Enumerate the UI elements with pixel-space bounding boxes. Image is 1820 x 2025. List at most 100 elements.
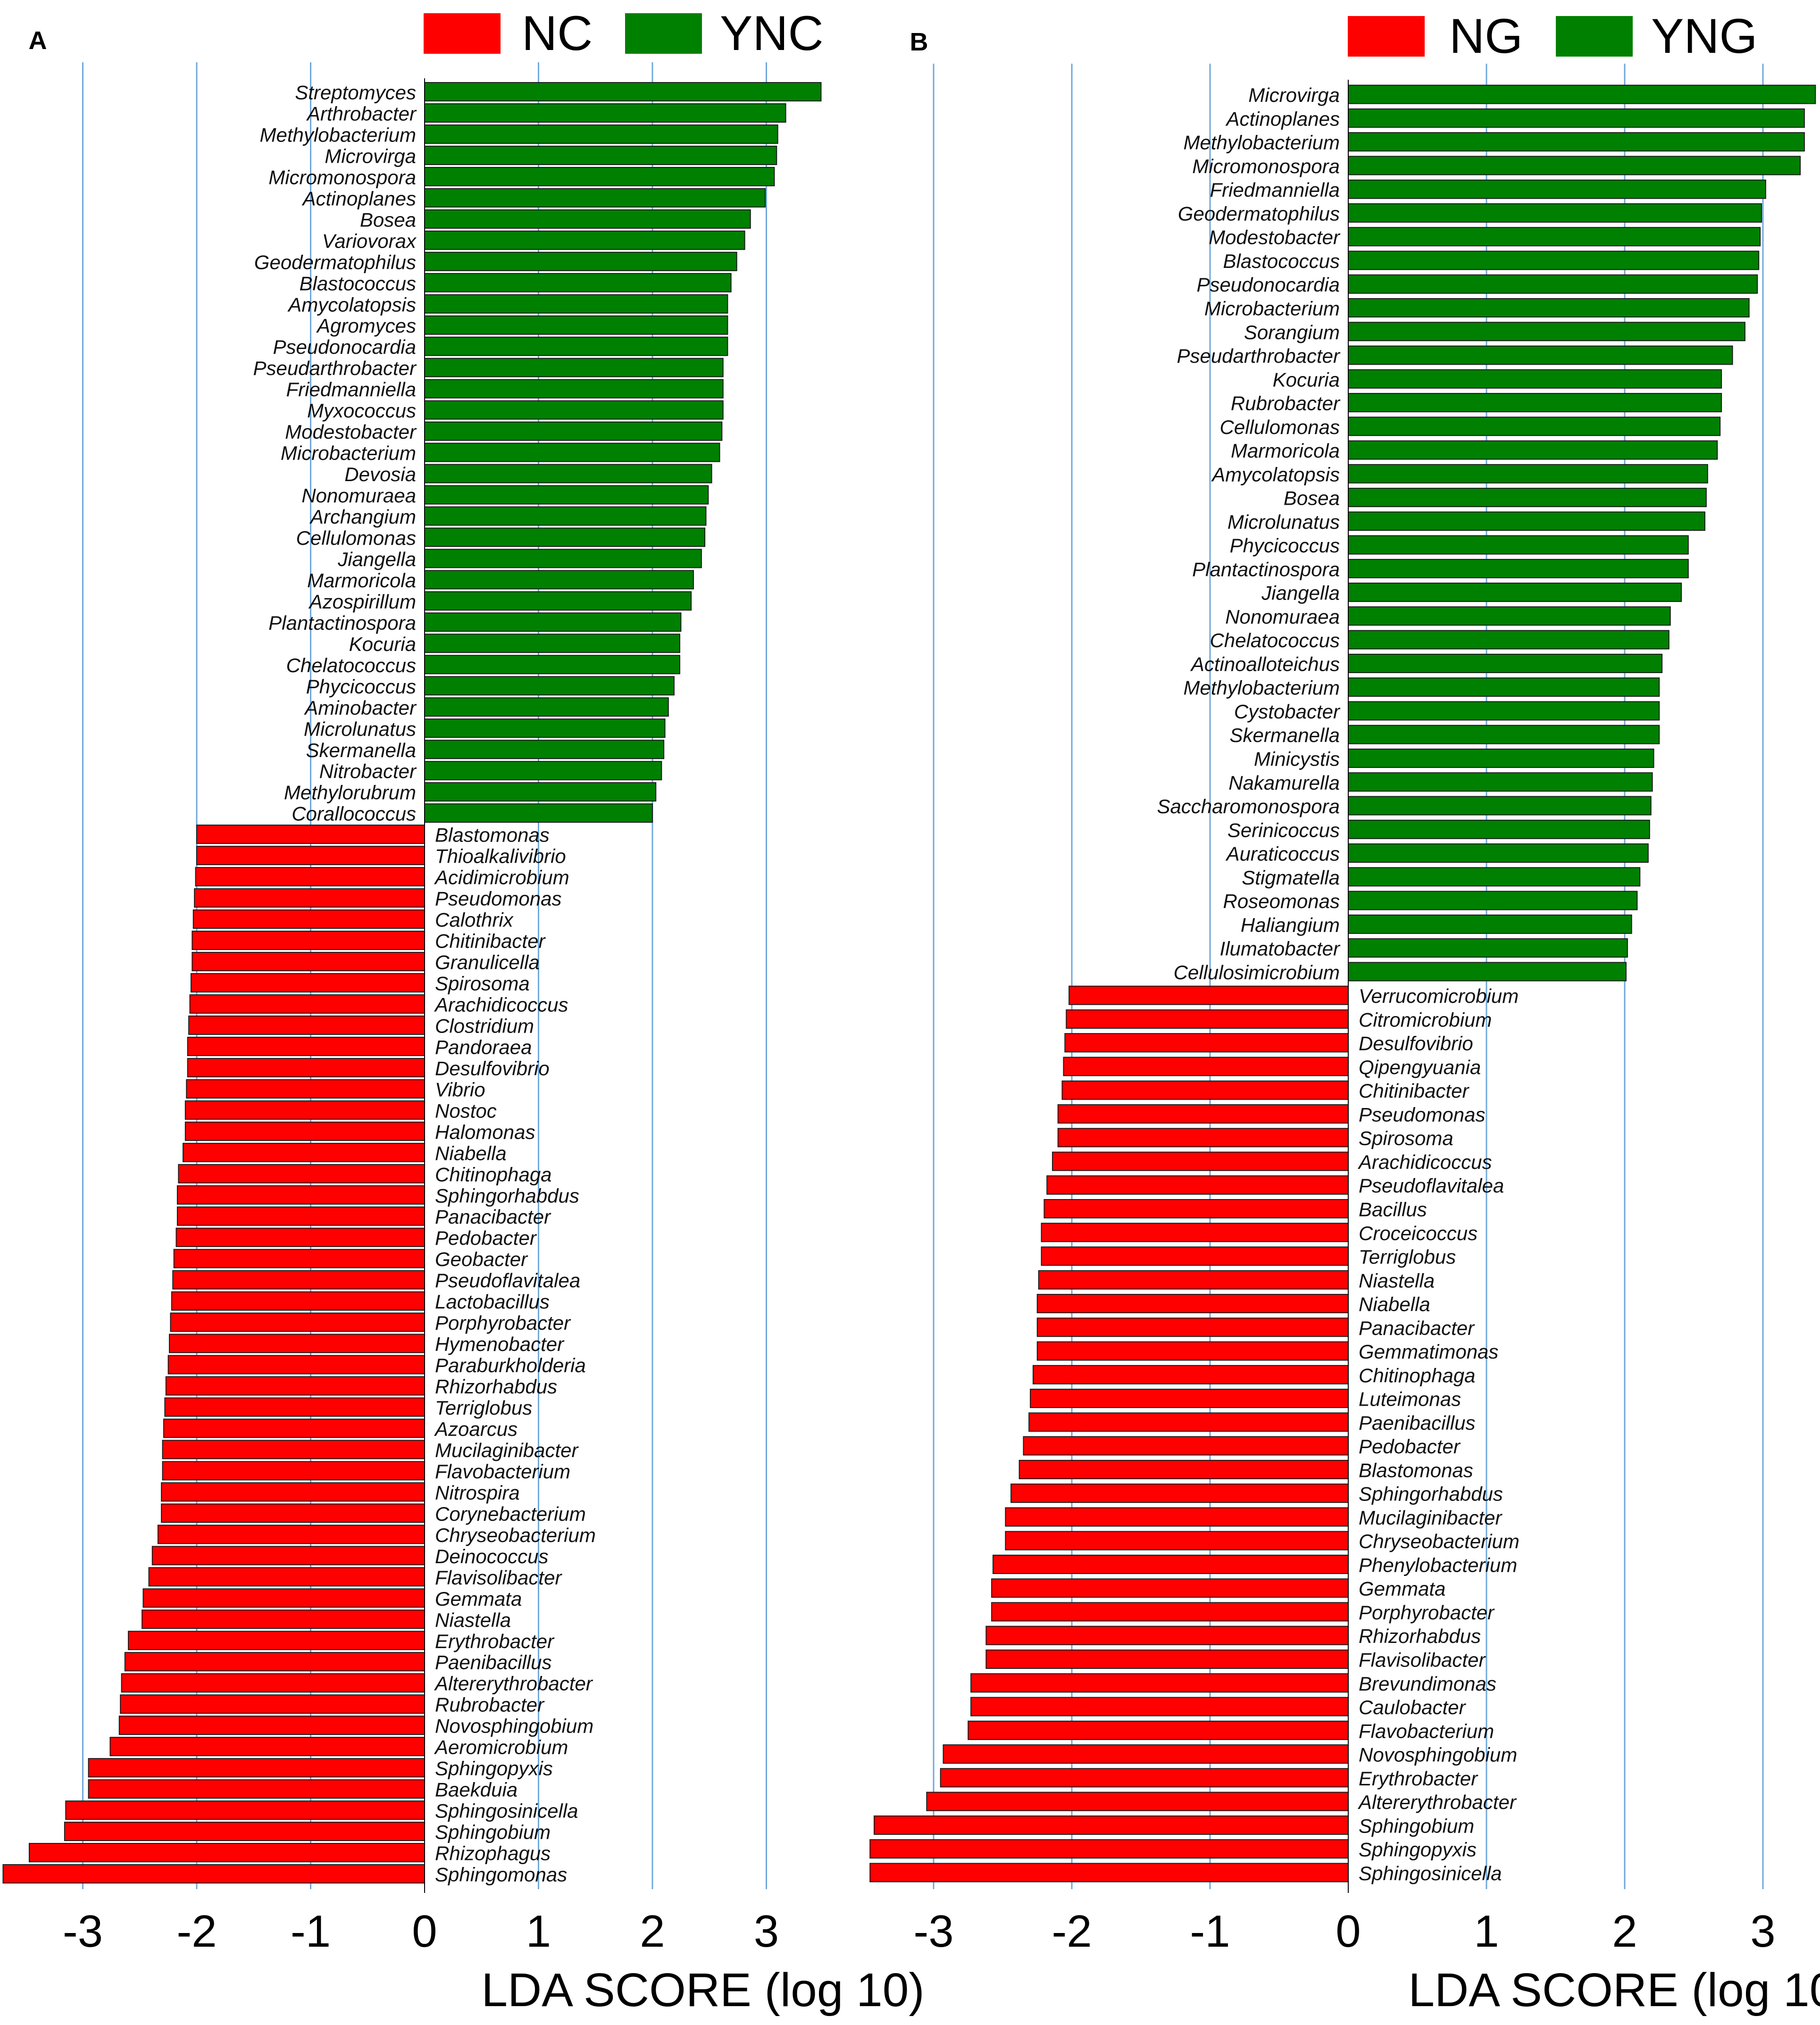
bar-NC-Pseudomonas [194, 888, 425, 908]
bar-label: Microlunatus [1227, 511, 1340, 533]
bar-label: Serinicoccus [1227, 819, 1340, 841]
bar-YNG-Sorangium [1348, 322, 1745, 342]
bar-label: Jiangella [1261, 582, 1340, 604]
bar-YNG-Ilumatobacter [1348, 938, 1628, 958]
legend-swatch-NG [1348, 16, 1425, 57]
bar-NC-Terriglobus [164, 1397, 425, 1417]
bar-label: Microbacterium [281, 442, 416, 464]
bar-NG-Phenylobacterium [992, 1554, 1349, 1574]
bar-NG-Brevundimonas [970, 1673, 1349, 1693]
bar-label: Flavobacterium [1359, 1720, 1494, 1742]
bar-label: Methylorubrum [284, 782, 416, 804]
bar-label: Kocuria [349, 633, 416, 655]
bar-label: Altererythrobacter [1357, 1791, 1517, 1813]
bar-YNG-Microlunatus [1348, 511, 1705, 531]
bar-YNC-Skermanella [424, 740, 665, 759]
bar-NC-Niastella [142, 1609, 425, 1629]
bar-label: Baekduia [435, 1779, 518, 1801]
bar-NC-Chryseobacterium [157, 1525, 425, 1544]
bar-NC-Corynebacterium [161, 1503, 425, 1523]
bar-label: Actinoplanes [301, 187, 417, 209]
bar-NG-Flavisolibacter [985, 1650, 1349, 1669]
bar-NG-Niabella [1036, 1294, 1349, 1314]
bar-label: Granulicella [435, 951, 540, 974]
bar-NC-Paraburkholderia [167, 1355, 425, 1375]
tick-label: -2 [1052, 1906, 1092, 1957]
tick-label: -1 [1190, 1906, 1230, 1957]
bar-YNG-Marmoricola [1348, 440, 1718, 460]
bar-label: Novosphingobium [1359, 1744, 1517, 1766]
tick-label: 3 [1750, 1906, 1775, 1957]
bar-NG-Chitinibacter [1061, 1080, 1349, 1100]
bar-label: Friedmanniella [286, 378, 416, 400]
bar-label: Arachidicoccus [1357, 1151, 1492, 1173]
bar-NC-Geobacter [173, 1249, 425, 1268]
x-axis-title: LDA SCORE (log 10) [1408, 1964, 1820, 2017]
bar-YNG-Geodermatophilus [1348, 203, 1762, 223]
bar-YNC-Streptomyces [424, 82, 822, 101]
bar-label: Methylobacterium [260, 124, 416, 146]
bar-NG-Luteimonas [1030, 1389, 1349, 1408]
bar-label: Bosea [360, 208, 416, 231]
bar-YNC-Aminobacter [424, 697, 669, 717]
bar-YNC-Archangium [424, 506, 707, 526]
bar-NG-Niastella [1038, 1270, 1349, 1290]
bar-YNC-Microbacterium [424, 442, 720, 462]
panel-a: StreptomycesArthrobacterMethylobacterium… [2, 6, 925, 2017]
bar-YNG-Phycicoccus [1348, 535, 1689, 555]
bar-NC-Sphingopyxis [88, 1758, 425, 1778]
bar-NG-Pseudoflavitalea [1046, 1175, 1349, 1195]
bar-label: Plantactinospora [1192, 558, 1340, 580]
bar-label: Ilumatobacter [1220, 938, 1341, 960]
bar-label: Lactobacillus [435, 1291, 550, 1313]
bar-NG-Sphingobium [874, 1815, 1349, 1835]
bar-label: Plantactinospora [268, 612, 416, 634]
bar-YNG-Modestobacter [1348, 227, 1761, 247]
tick-label: -3 [63, 1906, 103, 1957]
bar-NC-Desulfovibrio [187, 1058, 425, 1077]
x-axis-title: LDA SCORE (log 10) [481, 1964, 924, 2017]
bar-YNC-Friedmanniella [424, 379, 724, 399]
bar-label: Microbacterium [1204, 298, 1340, 320]
bar-label: Actinoalloteichus [1190, 653, 1340, 675]
bar-YNC-Variovorax [424, 230, 745, 250]
tick-label: -2 [176, 1906, 217, 1957]
bar-YNC-Azospirillum [424, 591, 692, 611]
bar-label: Halomonas [435, 1121, 535, 1143]
bar-label: Pseudomonas [435, 888, 562, 910]
bar-label: Niabella [435, 1142, 507, 1164]
bar-YNC-Nitrobacter [424, 761, 662, 781]
legend-label-YNG: YNG [1651, 9, 1757, 64]
bar-label: Sphingobium [1359, 1815, 1474, 1837]
bar-label: Pseudoflavitalea [435, 1269, 580, 1292]
bar-NG-Sphingorhabdus [1010, 1483, 1349, 1503]
bar-label: Modestobacter [1209, 226, 1341, 249]
bar-label: Blastomonas [1359, 1459, 1473, 1481]
bar-label: Variovorax [322, 230, 417, 252]
bar-YNC-Myxococcus [424, 400, 724, 420]
bar-label: Haliangium [1241, 914, 1340, 936]
bar-YNC-Phycicoccus [424, 676, 675, 696]
bar-label: Stigmatella [1242, 867, 1340, 889]
tick-label: 2 [640, 1906, 665, 1957]
bar-NC-Halomonas [184, 1121, 425, 1141]
bar-label: Marmoricola [1231, 440, 1340, 462]
bar-NG-Panacibacter [1036, 1317, 1349, 1337]
bar-NC-Hymenobacter [169, 1333, 426, 1353]
bar-YNC-Methylorubrum [424, 782, 657, 802]
bar-label: Blastococcus [300, 272, 416, 294]
bar-label: Altererythrobacter [434, 1673, 593, 1695]
bar-label: Corallococcus [292, 803, 416, 825]
bar-label: Roseomonas [1223, 890, 1340, 912]
bar-label: Arachidicoccus [434, 993, 568, 1016]
bar-NC-Clostridium [188, 1015, 425, 1035]
bar-NC-Sphingosinicella [65, 1800, 425, 1820]
legend-label-NG: NG [1449, 9, 1523, 64]
bar-label: Chitinophaga [1359, 1364, 1476, 1386]
bar-NG-Pedobacter [1023, 1436, 1349, 1456]
bar-NG-Novosphingobium [943, 1744, 1349, 1764]
bar-NG-Sphingosinicella [869, 1863, 1349, 1883]
bar-label: Sphingopyxis [1359, 1839, 1477, 1861]
legend-label-YNC: YNC [720, 6, 824, 61]
bar-YNG-Blastococcus [1348, 250, 1760, 270]
